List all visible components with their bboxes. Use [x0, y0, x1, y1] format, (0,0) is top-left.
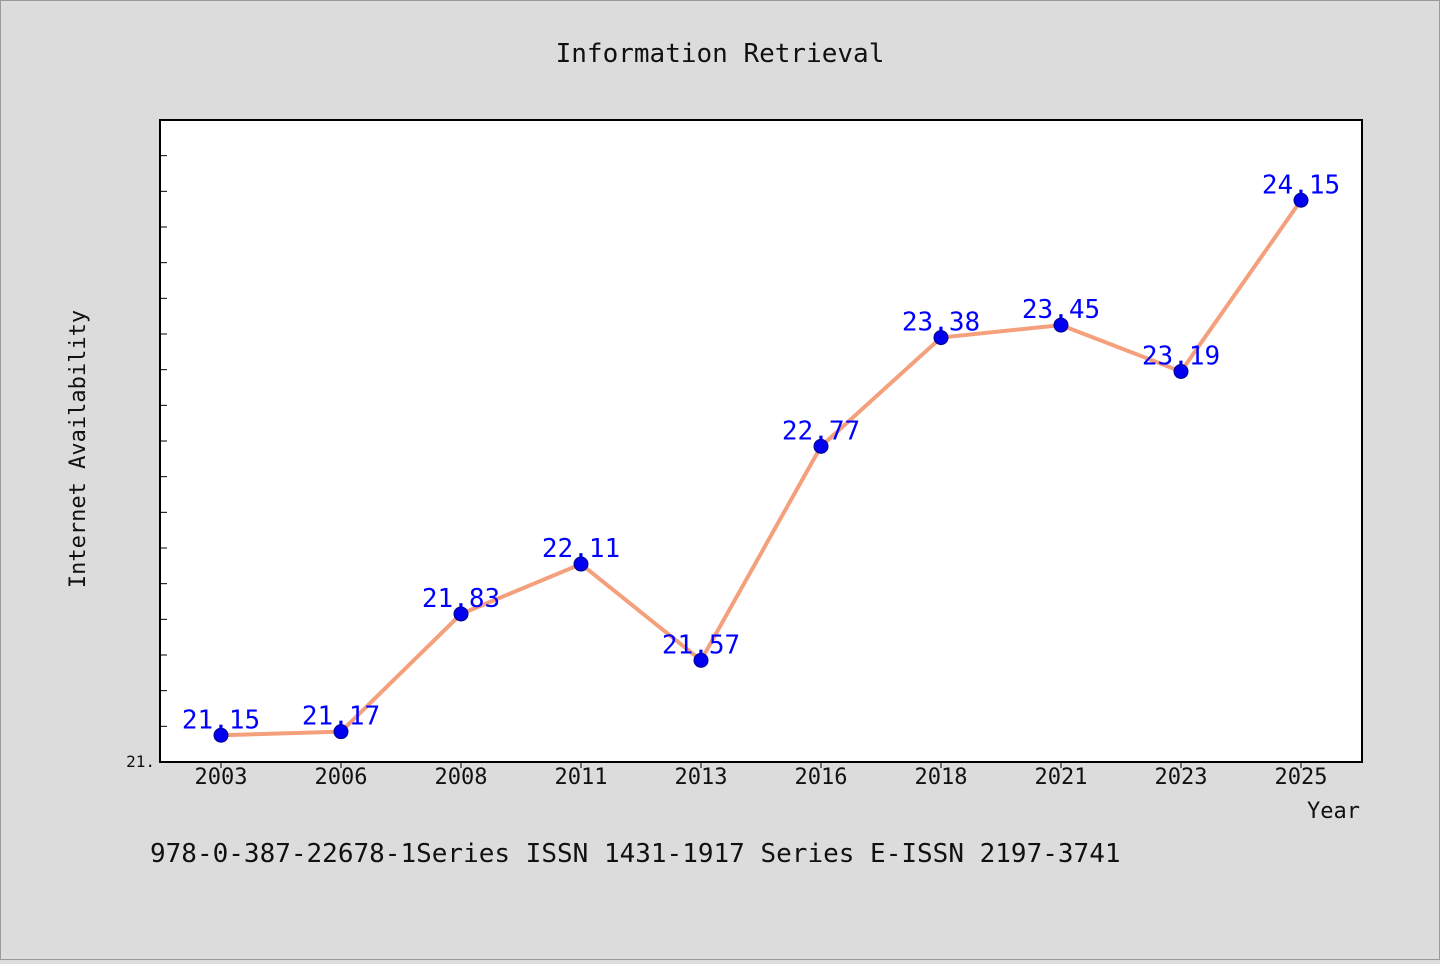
series-line-group: 21.15 21.17 21.83 22.11 21.57 22.77 23.38 23.45… [182, 170, 1340, 743]
y-axis-ticks [160, 119, 167, 763]
series-line [220, 199, 1303, 738]
x-tick-label: 2021 [1035, 765, 1088, 790]
x-tick-label: 2006 [315, 765, 368, 790]
data-point [213, 727, 229, 743]
data-label: 22.77 [782, 416, 860, 446]
data-label: 21.15 [182, 705, 260, 735]
x-tick-label: 2025 [1275, 765, 1328, 790]
data-point [333, 724, 349, 740]
data-label: 21.17 [302, 702, 380, 732]
x-tick-label: 2003 [195, 765, 248, 790]
data-point [453, 606, 469, 622]
y-axis-label: Internet Availability [66, 310, 91, 588]
plot-area [159, 119, 1363, 763]
data-point [933, 330, 949, 346]
x-tick-label: 2011 [555, 765, 608, 790]
y-tick-label: 21. [126, 752, 155, 771]
data-label: 21.57 [662, 630, 740, 660]
data-label: 21.83 [422, 584, 500, 614]
data-label: 24.15 [1262, 170, 1340, 200]
x-tick-label: 2016 [795, 765, 848, 790]
x-axis-label: Year [1307, 799, 1360, 824]
x-tick-label: 2018 [915, 765, 968, 790]
data-point [1293, 192, 1309, 208]
data-point [1053, 317, 1069, 333]
data-label: 22.11 [542, 534, 620, 564]
x-tick-label: 2023 [1155, 765, 1208, 790]
data-label: 23.38 [902, 308, 980, 338]
data-point [1173, 363, 1189, 379]
data-label: 23.19 [1142, 341, 1220, 371]
data-point [693, 652, 709, 668]
x-tick-label: 2013 [675, 765, 728, 790]
chart-title: Information Retrieval [556, 39, 885, 69]
footer-text: 978-0-387-22678-1Series ISSN 1431-1917 S… [150, 839, 1121, 869]
data-point [573, 556, 589, 572]
data-point [813, 438, 829, 454]
x-tick-label: 2008 [435, 765, 488, 790]
data-label: 23.45 [1022, 295, 1100, 325]
x-axis-ticks: 2003 2006 2008 2011 2013 2016 2018 2021 2023 2025 [195, 762, 1328, 790]
